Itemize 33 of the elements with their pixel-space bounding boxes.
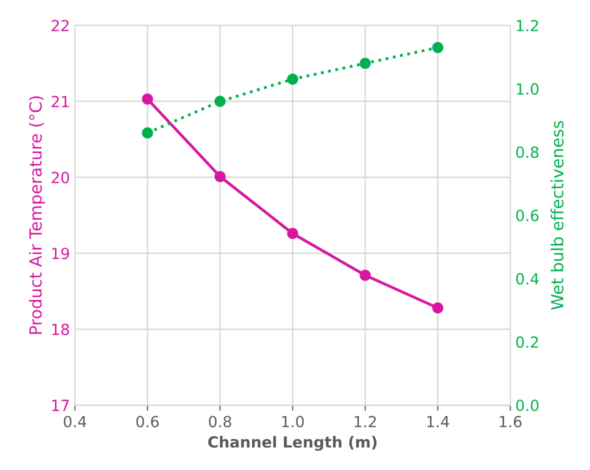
y2-tick-label: 0.2 [516, 336, 538, 348]
point [287, 74, 298, 85]
x-tick-label: 1.0 [282, 416, 304, 428]
y2-tick-label: 0.6 [516, 210, 539, 222]
point [142, 127, 154, 139]
x-tick-label: 1.2 [354, 416, 376, 428]
y2-tick-label: 1.0 [516, 83, 538, 95]
point [432, 42, 444, 54]
y2-tick-label: 0.8 [516, 146, 538, 158]
x-tick-label: 0.8 [208, 416, 232, 428]
point [360, 270, 371, 281]
y-tick-label: 19 [52, 248, 69, 260]
x-tick-label: 0.6 [136, 416, 159, 428]
x-tick-label: 1.4 [427, 416, 450, 428]
y-tick-label: 21 [52, 96, 69, 108]
point [214, 170, 226, 182]
y-tick-label: 22 [52, 20, 69, 32]
y-tick-label: 17 [52, 400, 69, 411]
x-tick-label: 1.6 [500, 416, 522, 428]
x-axis-title: Channel Length (m) [208, 436, 377, 451]
point [360, 58, 371, 69]
y-tick-label: 18 [52, 324, 70, 336]
point [432, 302, 444, 314]
point [287, 228, 298, 240]
y-tick-label: 20 [52, 172, 70, 184]
y2-tick-label: 0.0 [516, 400, 538, 412]
x-tick-label: 0.4 [64, 416, 86, 428]
y2-tick-label: 0.4 [516, 273, 539, 285]
y-axis-title: Product Air Temperature (°C) [28, 96, 46, 334]
y2-tick-label: 1.2 [516, 20, 538, 32]
point [214, 96, 226, 107]
point [142, 93, 154, 105]
y2-axis-title: Wet bulb effectiveness [550, 121, 564, 310]
